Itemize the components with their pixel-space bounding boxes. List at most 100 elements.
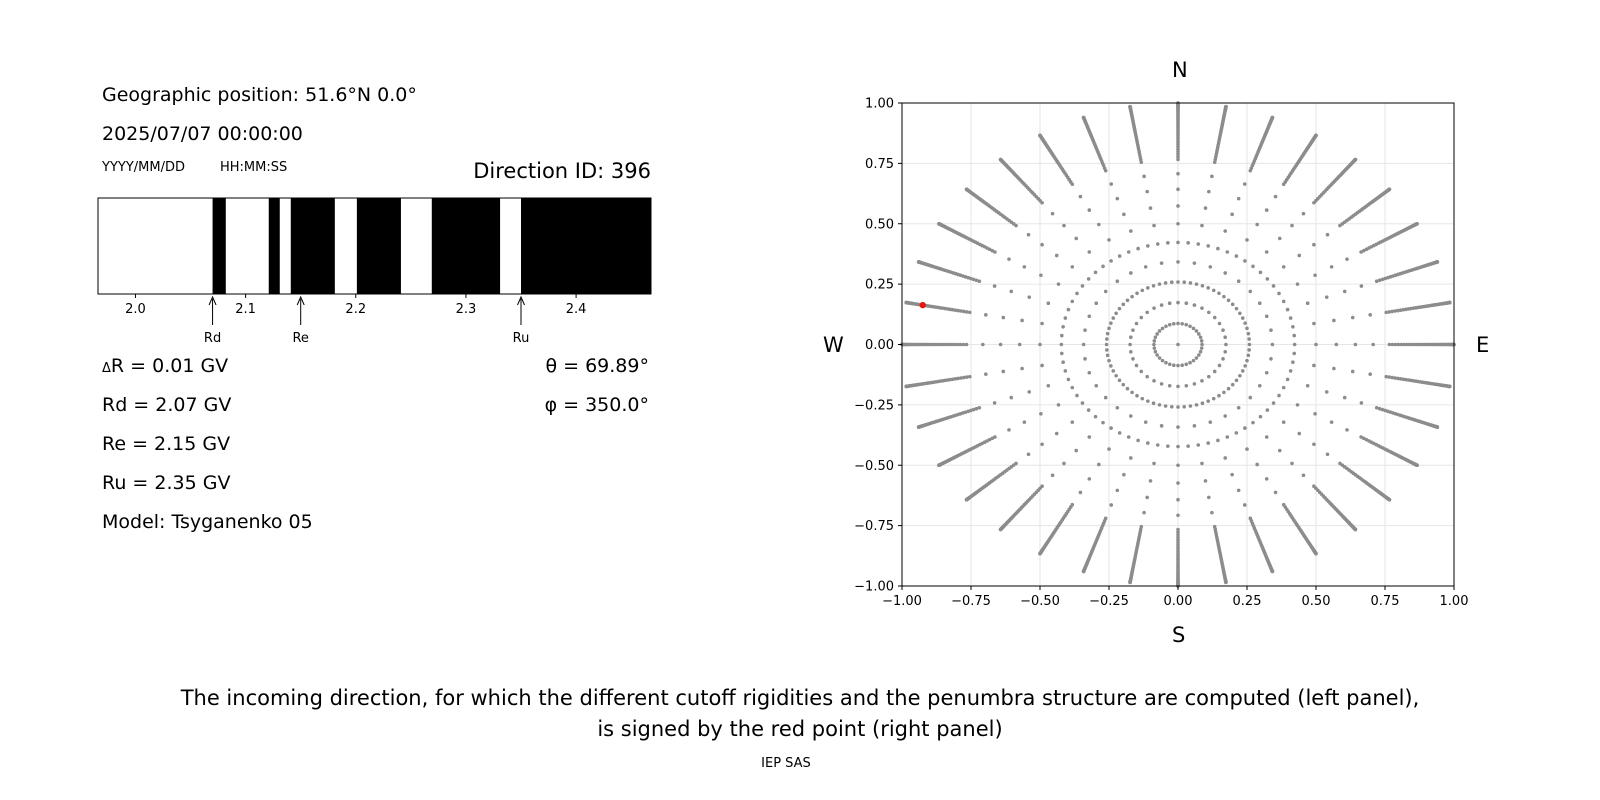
x-tick-label: 0.50 (1302, 594, 1331, 609)
direction-point (1128, 342, 1132, 347)
direction-point (916, 260, 921, 264)
x-tick-label: −1.00 (882, 594, 922, 609)
direction-point (1234, 431, 1239, 435)
direction-point (1236, 196, 1241, 201)
direction-point (1145, 189, 1149, 194)
theta-value: θ = 69.89° (545, 355, 649, 377)
marker-label-rd: Rd (204, 331, 221, 346)
direction-point (1176, 321, 1180, 326)
direction-point (1345, 257, 1349, 261)
direction-point (1046, 383, 1051, 388)
direction-point (1236, 405, 1241, 410)
direction-point (1273, 194, 1278, 199)
direction-point (1380, 407, 1385, 412)
direction-point (1054, 431, 1059, 436)
direction-point (1223, 349, 1227, 354)
direction-point (1001, 369, 1006, 374)
direction-point (1196, 242, 1201, 246)
direction-point (1101, 264, 1105, 269)
direction-point (947, 342, 951, 347)
direction-point (1448, 384, 1452, 389)
direction-point (1273, 490, 1278, 495)
direction-point (1258, 414, 1263, 419)
direction-point (1359, 435, 1363, 439)
direction-point (1050, 473, 1055, 478)
direction-point (1155, 242, 1160, 246)
direction-point (1257, 301, 1262, 306)
direction-point (1176, 204, 1180, 208)
direction-point (1146, 286, 1150, 290)
direction-point (1040, 442, 1044, 447)
direction-point (1040, 363, 1044, 368)
marker-arrowhead-rd (208, 295, 217, 306)
direction-point (1176, 513, 1180, 518)
direction-point (1026, 452, 1031, 457)
credit: IEP SAS (761, 756, 811, 771)
direction-point (1288, 316, 1293, 320)
direction-point (1176, 155, 1180, 159)
direction-point (904, 300, 908, 305)
direction-point (1135, 393, 1139, 398)
direction-point (1192, 303, 1197, 307)
x-tick-label: 0.00 (1164, 594, 1193, 609)
direction-point (1151, 401, 1156, 406)
direction-point (1200, 461, 1204, 466)
direction-point (1297, 431, 1302, 436)
delta-symbol: Δ (102, 361, 111, 376)
direction-point (1184, 362, 1189, 367)
y-tick-label: −1.00 (854, 580, 894, 595)
compass-west: W (823, 333, 844, 357)
direction-point (1061, 324, 1065, 329)
direction-point (1312, 363, 1316, 368)
direction-point (1143, 420, 1148, 424)
direction-point (1176, 342, 1180, 347)
direction-point (1387, 187, 1392, 192)
direction-point (1167, 362, 1172, 367)
direction-point (1301, 211, 1306, 216)
direction-point (1342, 289, 1347, 294)
direction-point (1109, 321, 1113, 325)
direction-point (1200, 283, 1205, 288)
direction-point (1314, 551, 1318, 556)
direction-point (959, 309, 963, 313)
direction-point (1353, 157, 1358, 162)
direction-point (1129, 335, 1133, 340)
direction-point (1126, 435, 1131, 439)
direction-point (1257, 383, 1262, 388)
direction-point (1128, 104, 1132, 109)
direction-point (1291, 324, 1295, 329)
direction-point (1264, 314, 1269, 319)
direction-point (1093, 270, 1098, 275)
direction-point (1225, 250, 1230, 254)
direction-point (1129, 414, 1133, 418)
direction-point (1188, 360, 1192, 365)
direction-point (1374, 279, 1379, 284)
y-tick-label: 1.00 (865, 97, 894, 112)
direction-point (1243, 321, 1247, 325)
x-tick-label: 0.25 (1233, 594, 1262, 609)
direction-point (1148, 479, 1153, 483)
direction-point (1217, 291, 1221, 296)
direction-point (1390, 309, 1394, 314)
direction-point (1226, 386, 1231, 391)
direction-point (1216, 246, 1220, 251)
direction-point (1281, 385, 1286, 390)
direction-point (1199, 339, 1204, 343)
direction-point (1139, 315, 1144, 320)
direction-point (1387, 375, 1392, 379)
direction-point (1371, 342, 1375, 347)
direction-point (1399, 342, 1404, 347)
penumbra-forbidden-band (431, 198, 501, 294)
direction-point (1117, 431, 1122, 435)
direction-point (1332, 318, 1336, 323)
direction-point (1176, 152, 1180, 156)
direction-point (1206, 244, 1210, 248)
direction-point (1223, 335, 1227, 340)
direction-point (1040, 242, 1044, 247)
direction-point (1176, 300, 1180, 305)
direction-point (1295, 282, 1300, 286)
y-tick-label: −0.25 (854, 398, 894, 413)
direction-point (1269, 328, 1273, 332)
direction-point (953, 377, 958, 381)
direction-point (1153, 335, 1158, 340)
